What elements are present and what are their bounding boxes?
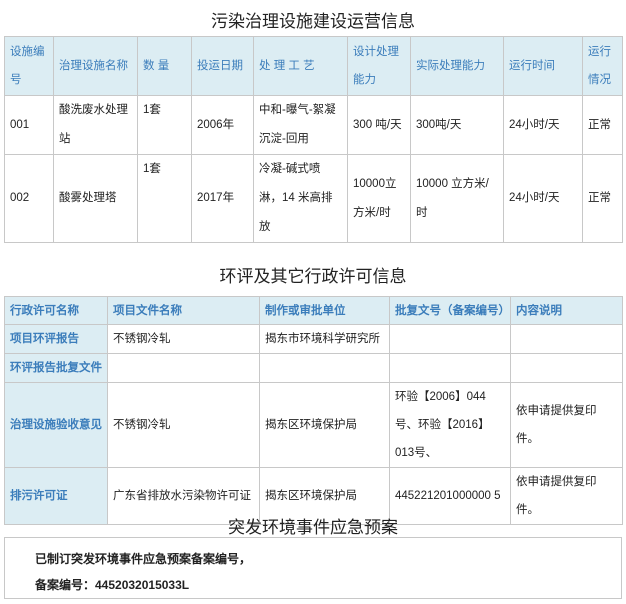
table-row: 项目环评报告 不锈钢冷轧 揭东市环境科学研究所 xyxy=(4,324,623,354)
cell: 1套 xyxy=(137,95,192,155)
cell: 2006年 xyxy=(191,95,254,155)
cell xyxy=(389,353,511,383)
cell: 300吨/天 xyxy=(410,95,504,155)
header-cell: 批复文号（备案编号） xyxy=(389,296,511,325)
table-row: 002 酸雾处理塔 1套 2017年 冷凝-碱式喷淋，14 米高排放 10000… xyxy=(4,154,623,243)
table-header-row: 行政许可名称 项目文件名称 制作或审批单位 批复文号（备案编号） 内容说明 xyxy=(4,296,623,325)
cell: 1套 xyxy=(137,154,192,243)
cell xyxy=(389,324,511,354)
table-row: 环评报告批复文件 xyxy=(4,353,623,383)
row-label: 治理设施验收意见 xyxy=(4,382,108,468)
cell: 10000 立方米/时 xyxy=(410,154,504,243)
header-cell: 运行情况 xyxy=(582,36,623,96)
header-cell: 制作或审批单位 xyxy=(259,296,390,325)
header-cell: 内容说明 xyxy=(510,296,623,325)
cell xyxy=(107,353,260,383)
header-cell: 行政许可名称 xyxy=(4,296,108,325)
cell xyxy=(510,353,623,383)
row-label: 环评报告批复文件 xyxy=(4,353,108,383)
cell: 001 xyxy=(4,95,54,155)
header-cell: 处 理 工 艺 xyxy=(253,36,348,96)
cell: 445221201000000 5 xyxy=(389,467,511,525)
section-title-facilities: 污染治理设施建设运营信息 xyxy=(211,12,415,31)
cell: 揭东市环境科学研究所 xyxy=(259,324,390,354)
cell: 24小时/天 xyxy=(503,95,583,155)
cell xyxy=(510,324,623,354)
row-label: 项目环评报告 xyxy=(4,324,108,354)
header-cell: 设计处理能力 xyxy=(347,36,411,96)
cell: 正常 xyxy=(582,95,623,155)
cell: 揭东区环境保护局 xyxy=(259,467,390,525)
emergency-plan-line1: 已制订突发环境事件应急预案备案编号， xyxy=(35,552,252,566)
cell: 酸洗废水处理站 xyxy=(53,95,138,155)
cell: 依申请提供复印件。 xyxy=(510,382,623,468)
row-label: 排污许可证 xyxy=(4,467,108,525)
cell: 不锈钢冷轧 xyxy=(107,324,260,354)
cell xyxy=(259,353,390,383)
cell: 不锈钢冷轧 xyxy=(107,382,260,468)
emergency-plan-box: 已制订突发环境事件应急预案备案编号， 备案编号：4452032015033L xyxy=(4,537,622,599)
cell: 10000立方米/时 xyxy=(347,154,411,243)
cell: 中和-曝气-絮凝沉淀-回用 xyxy=(253,95,348,155)
cell: 002 xyxy=(4,154,54,243)
header-cell: 运行时间 xyxy=(503,36,583,96)
header-cell: 项目文件名称 xyxy=(107,296,260,325)
table-row: 治理设施验收意见 不锈钢冷轧 揭东区环境保护局 环验【2006】044号、环验【… xyxy=(4,382,623,468)
cell: 环验【2006】044号、环验【2016】013号、 xyxy=(389,382,511,468)
header-cell: 投运日期 xyxy=(191,36,254,96)
section-title-permits: 环评及其它行政许可信息 xyxy=(219,267,407,286)
permits-table: 行政许可名称 项目文件名称 制作或审批单位 批复文号（备案编号） 内容说明 项目… xyxy=(4,296,623,525)
table-row: 001 酸洗废水处理站 1套 2006年 中和-曝气-絮凝沉淀-回用 300 吨… xyxy=(4,95,623,155)
cell: 依申请提供复印件。 xyxy=(510,467,623,525)
cell: 正常 xyxy=(582,154,623,243)
header-cell: 治理设施名称 xyxy=(53,36,138,96)
header-cell: 设施编号 xyxy=(4,36,54,96)
cell: 24小时/天 xyxy=(503,154,583,243)
table-header-row: 设施编号 治理设施名称 数 量 投运日期 处 理 工 艺 设计处理能力 实际处理… xyxy=(4,36,623,96)
section-title-emergency: 突发环境事件应急预案 xyxy=(228,518,398,537)
table-row: 排污许可证 广东省排放水污染物许可证 揭东区环境保护局 445221201000… xyxy=(4,467,623,525)
emergency-plan-number: 备案编号：4452032015033L xyxy=(35,578,190,592)
cell: 酸雾处理塔 xyxy=(53,154,138,243)
cell: 揭东区环境保护局 xyxy=(259,382,390,468)
facilities-table: 设施编号 治理设施名称 数 量 投运日期 处 理 工 艺 设计处理能力 实际处理… xyxy=(4,36,623,243)
cell: 冷凝-碱式喷淋，14 米高排放 xyxy=(253,154,348,243)
header-cell: 数 量 xyxy=(137,36,192,96)
cell: 300 吨/天 xyxy=(347,95,411,155)
cell: 广东省排放水污染物许可证 xyxy=(107,467,260,525)
cell: 2017年 xyxy=(191,154,254,243)
header-cell: 实际处理能力 xyxy=(410,36,504,96)
